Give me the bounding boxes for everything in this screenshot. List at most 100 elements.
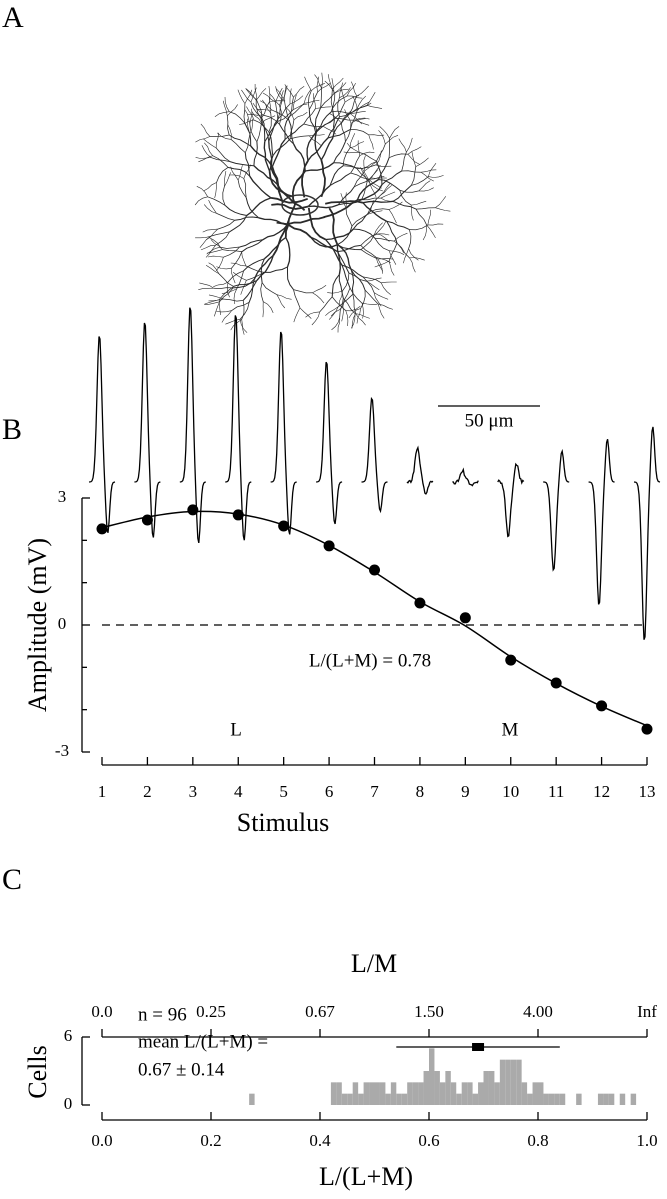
dendrite — [252, 102, 264, 116]
dendrite — [199, 282, 214, 289]
dendrite — [378, 303, 393, 310]
dendrite — [286, 266, 294, 290]
dendrite — [378, 304, 385, 319]
dendrite — [287, 216, 326, 225]
dendrite — [373, 222, 383, 236]
dendrite — [306, 132, 317, 161]
dendrite — [228, 134, 251, 147]
dendrite — [230, 139, 246, 153]
dendrite — [343, 151, 360, 154]
dendrite — [216, 213, 235, 221]
histogram-bar — [363, 1082, 370, 1105]
dendrite — [343, 165, 363, 169]
dendrite — [307, 185, 331, 207]
dendrite — [338, 274, 344, 299]
y-axis-title: Amplitude (mV) — [23, 538, 52, 712]
dendrite — [320, 88, 322, 108]
response-trace — [134, 322, 161, 538]
dendrite — [373, 292, 389, 300]
dendrite — [374, 237, 395, 242]
x2-tick-label: 1.50 — [414, 1002, 444, 1021]
dendrite — [229, 174, 244, 179]
histogram-bar — [510, 1059, 517, 1105]
dendrite — [276, 184, 306, 211]
dendrite — [253, 119, 270, 133]
dendrite — [214, 301, 220, 317]
dendrite — [351, 81, 358, 97]
dendrite — [289, 97, 294, 117]
dendrite — [223, 298, 244, 302]
dendrite — [203, 138, 217, 149]
dendrite — [275, 86, 283, 101]
dendrite — [377, 258, 383, 274]
dendrite — [246, 197, 272, 217]
histogram-bar — [358, 1093, 364, 1105]
dendrite — [220, 246, 240, 249]
response-trace — [406, 445, 434, 495]
dendrite — [367, 200, 374, 215]
histogram-bar — [401, 1093, 408, 1105]
dendrite — [360, 235, 375, 250]
dendrite — [379, 126, 390, 139]
dendrite — [248, 278, 255, 303]
histogram-bar — [483, 1071, 489, 1105]
dendrite — [331, 317, 340, 331]
histogram-bar — [619, 1093, 626, 1105]
dendrite — [292, 103, 308, 110]
dendrite — [260, 282, 264, 302]
dendrite — [341, 110, 352, 123]
dendrite — [350, 129, 369, 136]
dendrite — [210, 239, 223, 250]
dendrite — [344, 109, 352, 124]
dendrite — [195, 236, 211, 239]
panel-label: A — [2, 1, 24, 34]
dendrite — [293, 143, 306, 172]
dendrite — [378, 157, 390, 180]
dendrite — [241, 89, 252, 103]
x-tick-label: 6 — [325, 782, 334, 801]
dendrite — [388, 243, 398, 262]
dendrite — [333, 113, 350, 133]
dendrite — [398, 138, 407, 153]
dendrite — [247, 114, 263, 116]
histogram-bar — [499, 1059, 506, 1105]
dendrite — [360, 249, 379, 260]
dendrite — [341, 264, 364, 278]
dendrite — [237, 89, 246, 104]
dendrite — [418, 187, 434, 192]
dendrite — [303, 89, 312, 104]
dendrite — [350, 110, 358, 130]
dendrite — [381, 281, 397, 284]
x-tick-label: 5 — [279, 782, 288, 801]
dendrite — [331, 108, 335, 133]
dendrite — [284, 101, 290, 121]
dendrite — [219, 287, 234, 303]
dendrite — [222, 186, 226, 206]
data-point — [187, 504, 199, 516]
histogram-bar — [445, 1071, 451, 1105]
x2-tick-label: 0.0 — [91, 1002, 112, 1021]
dendrite — [367, 169, 379, 182]
dendrite — [393, 232, 408, 242]
dendrite — [320, 159, 326, 198]
dendrite — [336, 244, 341, 275]
dendrite — [213, 287, 234, 289]
dendrite — [435, 207, 451, 212]
dendrite — [341, 305, 344, 322]
histogram-bar — [527, 1093, 533, 1105]
dendrite — [308, 109, 317, 133]
dendrite — [305, 311, 320, 318]
dendrite — [350, 155, 361, 174]
dendrite — [284, 85, 287, 102]
histogram-bar — [336, 1082, 342, 1105]
dendrite — [205, 264, 220, 275]
dendrite — [317, 83, 331, 93]
dendrite — [359, 151, 375, 157]
dendrite — [261, 115, 276, 124]
dendrite — [376, 233, 390, 242]
dendrite — [293, 112, 308, 121]
dendrite — [375, 221, 386, 234]
dendrite — [284, 84, 294, 98]
x2-tick-label: 0.67 — [305, 1002, 335, 1021]
dendrite — [401, 151, 407, 172]
